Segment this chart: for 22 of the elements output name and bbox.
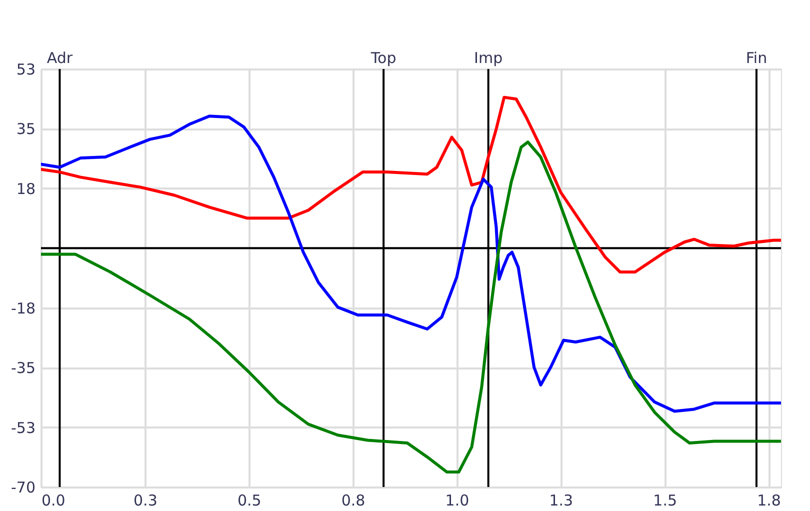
ref-line-label: Imp — [474, 49, 503, 67]
line-series — [41, 96, 781, 274]
line-series — [41, 114, 781, 413]
y-tick-label: 53 — [16, 60, 36, 78]
y-tick-label: -70 — [11, 478, 36, 496]
y-tick-label: 18 — [16, 180, 36, 198]
y-tick-label: 35 — [16, 120, 36, 138]
x-tick-label: 0.5 — [237, 492, 262, 510]
x-tick-label: 1.8 — [757, 492, 781, 510]
y-tick-label: -53 — [11, 418, 36, 437]
y-tick-label: -18 — [11, 299, 36, 318]
x-tick-label: 0.3 — [134, 492, 158, 510]
x-tick-label: 1.3 — [549, 492, 574, 510]
x-tick-label: 0.0 — [42, 492, 66, 510]
y-tick-label: -35 — [11, 359, 36, 378]
line-series — [41, 140, 781, 474]
ref-line-label: Fin — [746, 49, 768, 67]
x-tick-label: 0.8 — [341, 492, 366, 510]
x-tick-label: 1.0 — [445, 492, 470, 510]
ref-line-label: Top — [370, 49, 396, 67]
ref-line-label: Adr — [46, 49, 74, 67]
x-tick-label: 1.5 — [653, 492, 678, 510]
